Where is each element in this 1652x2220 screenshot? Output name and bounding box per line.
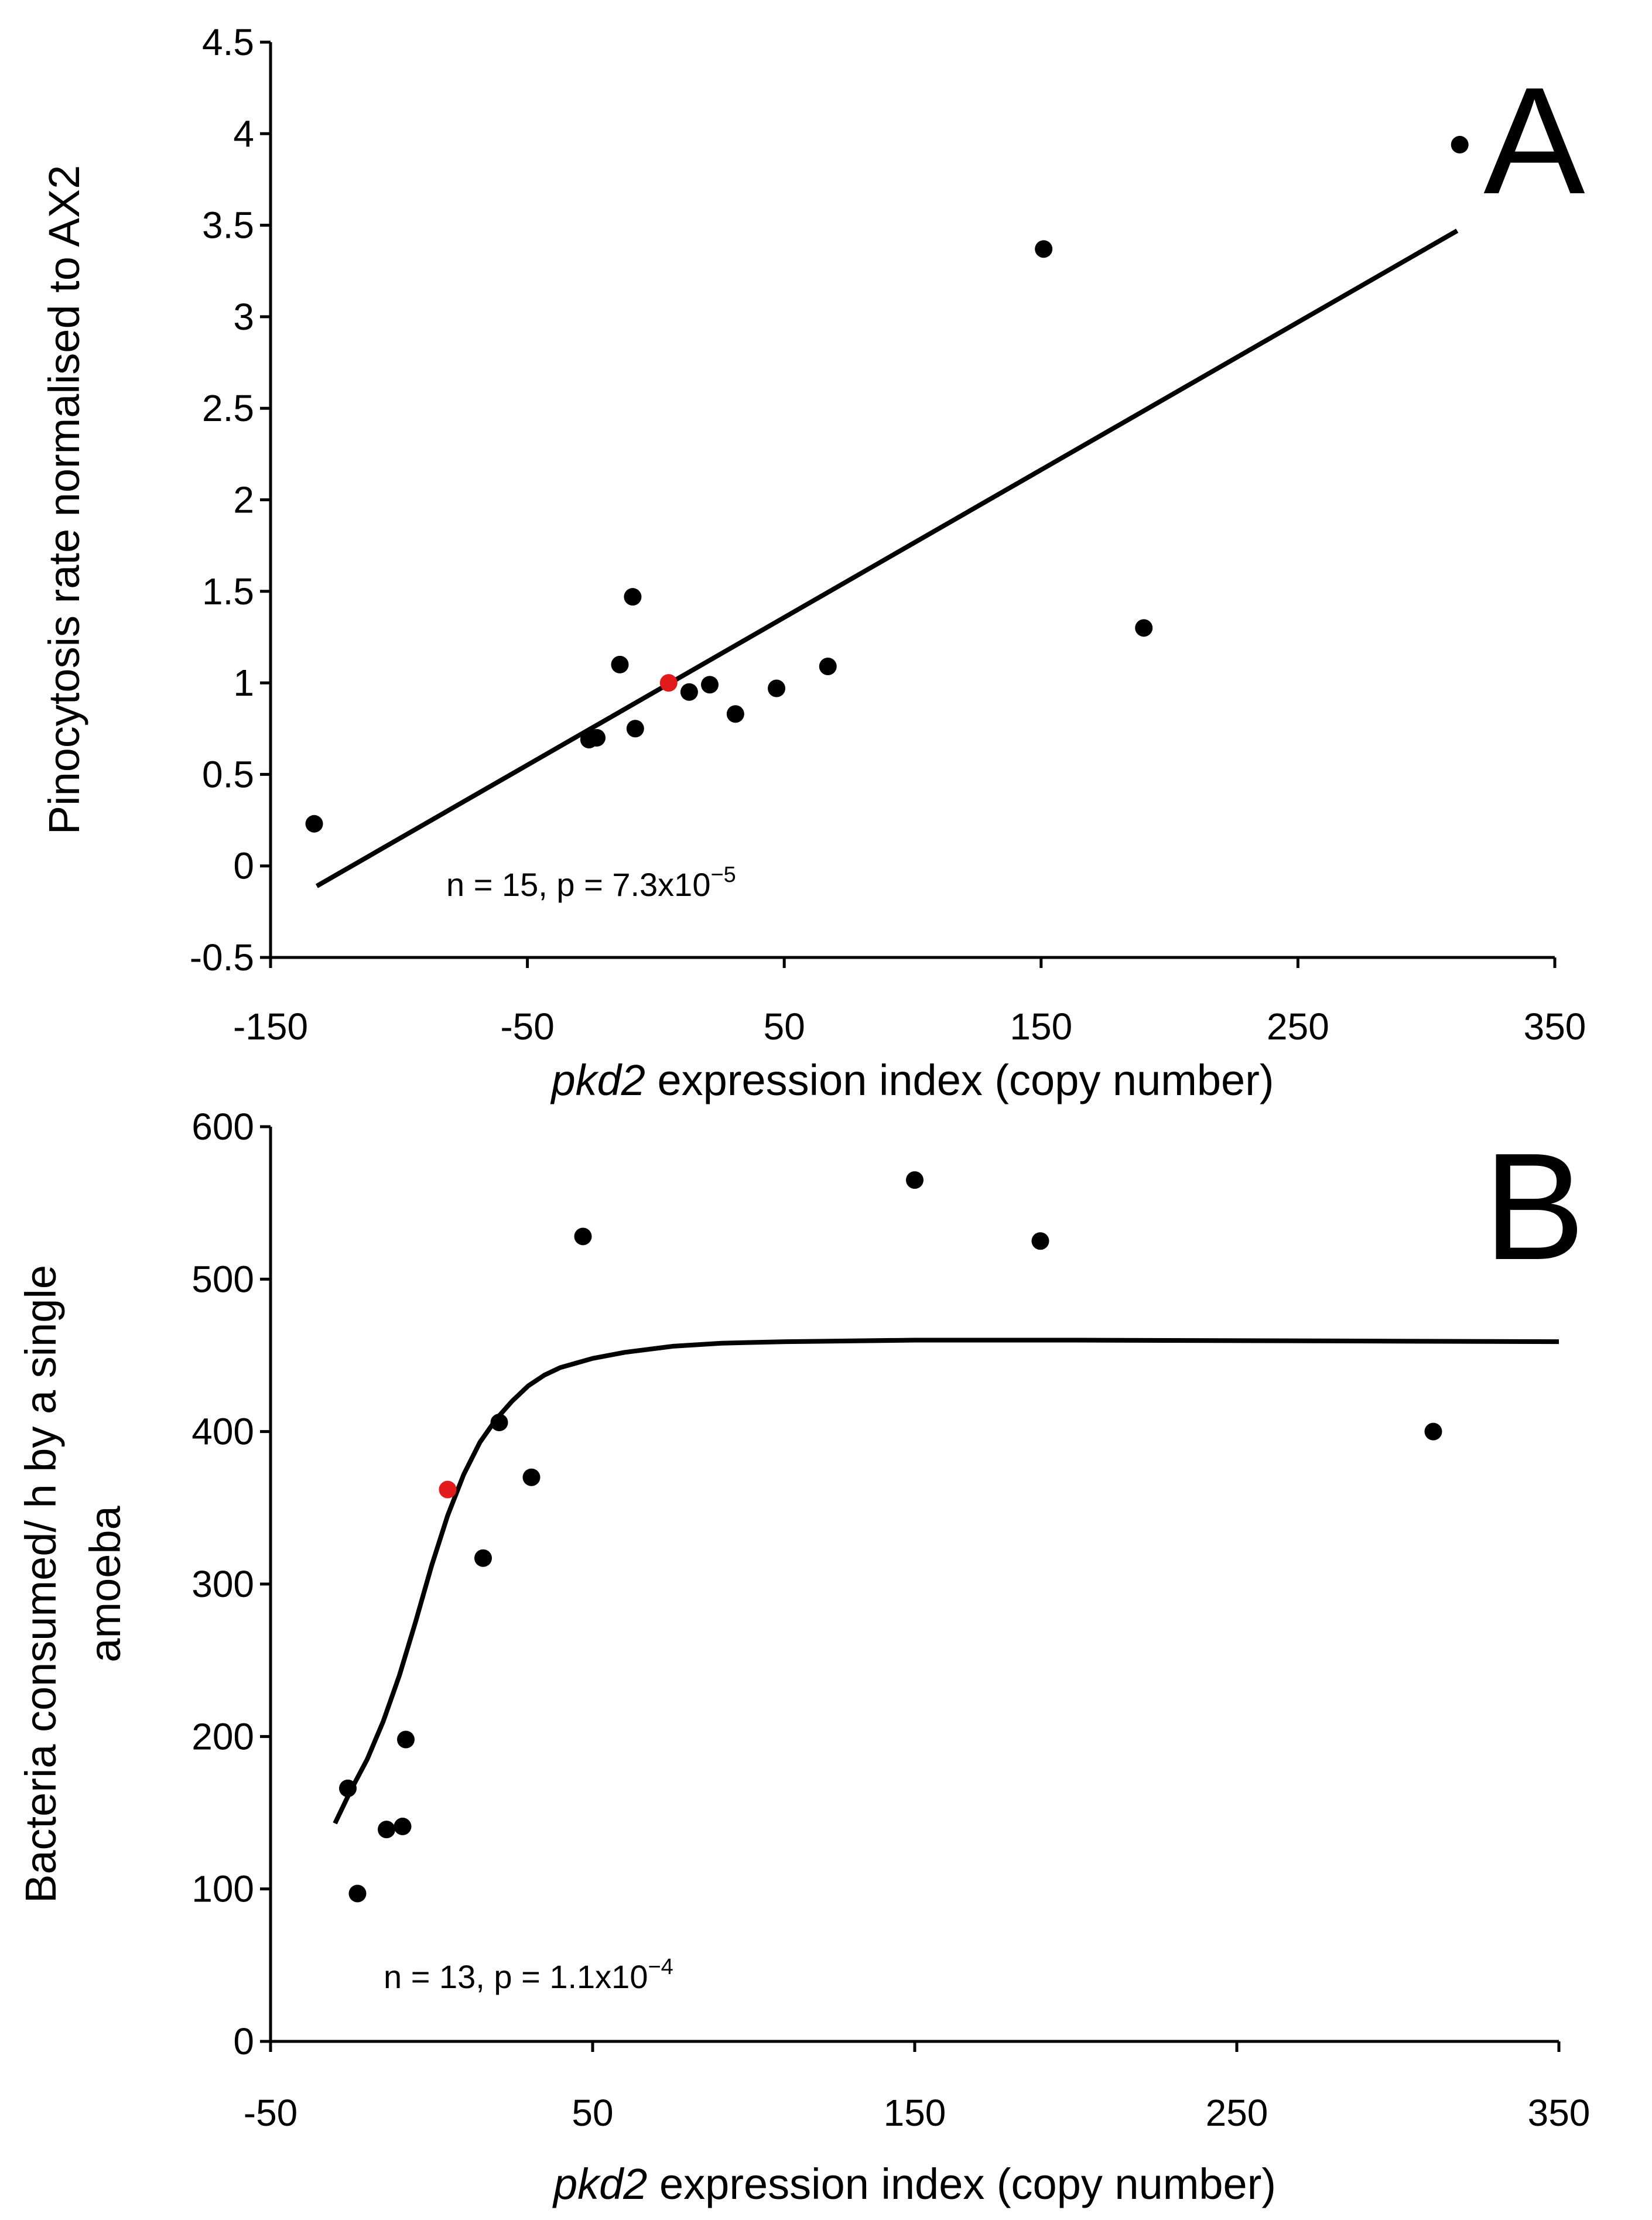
x-tick-label: 50 [764,1005,805,1048]
y-axis-label: Bacteria consumed/ h by a single [16,1265,65,1903]
data-point [339,1779,357,1797]
y-tick-label: 4.5 [202,21,254,63]
y-axis-label: Pinocytosis rate normalised to AX2 [40,165,88,834]
stats-annotation: n = 15, p = 7.3x10−5 [446,863,736,903]
x-axis-label-italic: pkd2 [552,2160,647,2208]
y-tick-label: 1.5 [202,570,254,613]
y-tick-label: 4 [233,112,254,155]
y-tick-label: 300 [191,1563,254,1605]
panel-label: B [1483,1122,1585,1292]
x-axis-label-rest: expression index (copy number) [645,1056,1274,1104]
data-point [490,1414,508,1432]
data-point [378,1821,395,1839]
data-point [588,728,606,747]
y-tick-label: 200 [191,1715,254,1757]
panel-label: A [1483,56,1586,226]
panel-a: -0.5 0 0.5 1 1.5 2 2.5 3 3.5 4 4.5 -150 -50 50 150 250 3… [40,21,1586,1104]
stats-annotation-base: n = 15, p = 7.3x10 [446,866,710,903]
y-tick-label: 0 [233,845,254,887]
x-tick-label: -50 [244,2092,298,2134]
data-point [1035,240,1053,258]
data-point [1451,136,1469,154]
y-tick-label: 0 [233,2020,254,2062]
x-axis-label-rest: expression index (copy number) [647,2160,1276,2208]
x-axis-label: pkd2 expression index (copy number) [550,1056,1274,1104]
sigmoid-fit-curve [333,1338,1559,1825]
y-tick-label: 2.5 [202,387,254,429]
data-point [1031,1232,1049,1250]
x-axis-label: pkd2 expression index (copy number) [552,2160,1276,2208]
x-tick-label: 50 [572,2092,613,2134]
stats-annotation-base: n = 13, p = 1.1x10 [384,1958,648,1995]
data-point [680,683,698,701]
data-point [626,720,644,738]
data-point [819,657,837,675]
data-point [305,815,323,833]
data-point [726,705,744,723]
data-point [397,1730,415,1749]
y-tick-label: 3 [233,296,254,338]
stats-annotation-exponent: −4 [648,1955,673,1979]
panel-b: 0 100 200 300 400 500 600 -50 50 150 250 350 pkd2 ex… [16,1106,1590,2208]
data-point-ax2-reference [659,674,678,692]
data-point [394,1817,412,1835]
data-point [348,1884,367,1903]
y-tick-label: 500 [191,1258,254,1300]
regression-line [315,228,1459,888]
data-point [611,655,629,673]
y-tick-label: 0.5 [202,753,254,795]
x-tick-label: -150 [233,1005,308,1048]
y-tick-label: 2 [233,479,254,521]
y-tick-label: -0.5 [190,936,254,979]
data-point [1424,1422,1442,1441]
y-tick-label: 3.5 [202,204,254,247]
x-tick-label: 350 [1524,1005,1586,1048]
stats-annotation: n = 13, p = 1.1x10−4 [384,1955,673,1995]
stats-annotation-exponent: −5 [710,863,736,887]
data-point [624,588,642,606]
x-tick-label: 250 [1206,2092,1268,2134]
data-point [474,1549,492,1567]
data-point [574,1227,592,1246]
data-point [522,1468,541,1486]
data-point [906,1171,924,1189]
y-axis-label: amoeba [81,1505,129,1662]
x-tick-label: 350 [1528,2092,1591,2134]
x-axis-label-italic: pkd2 [550,1056,645,1104]
x-tick-label: 150 [1010,1005,1072,1048]
x-tick-label: 150 [884,2092,946,2134]
y-tick-label: 1 [233,662,254,704]
data-point-ax2-reference [439,1480,457,1499]
y-tick-label: 400 [191,1411,254,1453]
data-point [1135,619,1153,637]
x-tick-label: -50 [500,1005,555,1048]
data-point [768,679,786,697]
data-point [701,676,719,694]
y-tick-label: 100 [191,1868,254,1910]
y-tick-label: 600 [191,1106,254,1148]
x-tick-label: 250 [1267,1005,1329,1048]
